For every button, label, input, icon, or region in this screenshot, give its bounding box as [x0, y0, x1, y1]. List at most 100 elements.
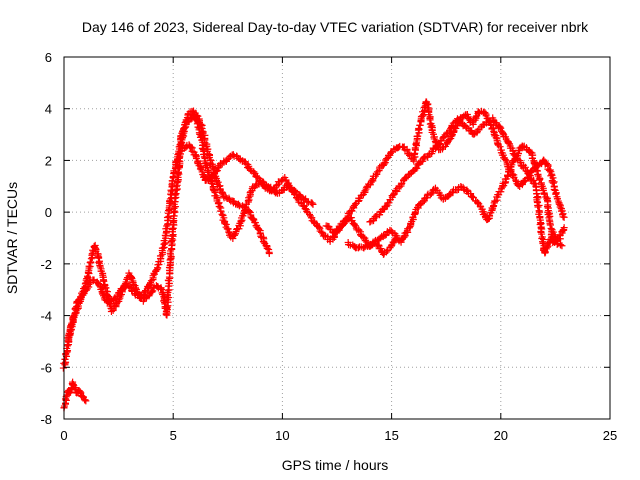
- data-point: [355, 227, 363, 235]
- data-point: [560, 213, 568, 221]
- data-point: [309, 200, 317, 208]
- data-point: [303, 197, 311, 205]
- y-tick-labels: -8 -6 -4 -2 0 2 4 6: [40, 50, 52, 427]
- data-point: [222, 193, 230, 201]
- data-point: [230, 231, 238, 239]
- data-point: [534, 203, 542, 211]
- grid: [64, 57, 610, 419]
- series-track-a: [59, 109, 273, 372]
- y-tick-label: -8: [40, 412, 52, 427]
- series-track-b: [64, 107, 317, 346]
- data-point: [284, 180, 292, 188]
- y-axis-label: SDTVAR / TECUs: [4, 182, 20, 294]
- data-point: [187, 143, 195, 151]
- chart-title: Day 146 of 2023, Sidereal Day-to-day VTE…: [82, 19, 589, 35]
- data-point: [419, 198, 427, 206]
- series-track-c: [180, 141, 400, 258]
- data-point: [511, 176, 519, 184]
- data-point: [560, 224, 568, 232]
- data-point: [427, 190, 435, 198]
- data-point: [160, 297, 168, 305]
- data-point: [226, 196, 234, 204]
- axis-ticks: [63, 56, 611, 420]
- x-tick-label: 5: [170, 428, 177, 443]
- data-point: [146, 280, 154, 288]
- data-point: [250, 168, 258, 176]
- data-point: [558, 242, 566, 250]
- data-point: [416, 121, 424, 129]
- data-point: [255, 225, 263, 233]
- data-point: [265, 250, 273, 258]
- data-point: [381, 232, 389, 240]
- data-point: [172, 183, 180, 191]
- data-point: [496, 123, 504, 131]
- x-tick-label: 25: [603, 428, 617, 443]
- data-point: [545, 239, 553, 247]
- data-point: [318, 228, 326, 236]
- data-point: [266, 186, 274, 194]
- y-tick-label: -2: [40, 257, 52, 272]
- data-point: [148, 288, 156, 296]
- data-point: [246, 188, 254, 196]
- data-point: [246, 166, 254, 174]
- data-point: [196, 165, 204, 173]
- data-point: [360, 244, 368, 252]
- data-point: [525, 171, 533, 179]
- data-point: [362, 236, 370, 244]
- data-point: [492, 134, 500, 142]
- data-point: [217, 207, 225, 215]
- data-point: [157, 252, 165, 260]
- plot-frame: [63, 56, 611, 420]
- data-point: [435, 141, 443, 149]
- data-point: [385, 199, 393, 207]
- data-point: [224, 225, 232, 233]
- data-point: [380, 160, 388, 168]
- data-point: [538, 234, 546, 242]
- data-point: [534, 171, 542, 179]
- y-tick-label: 2: [45, 153, 52, 168]
- data-point: [212, 192, 220, 200]
- data-point: [215, 202, 223, 210]
- data-point: [342, 216, 350, 224]
- data-point: [190, 113, 198, 121]
- x-axis-label: GPS time / hours: [282, 457, 389, 473]
- data-point: [240, 210, 248, 218]
- data-points: [59, 98, 568, 412]
- data-point: [81, 396, 89, 404]
- data-point: [490, 127, 498, 135]
- data-point: [229, 151, 237, 159]
- series-track-d: [322, 98, 568, 237]
- data-point: [61, 355, 69, 363]
- data-point: [315, 223, 323, 231]
- data-point: [87, 258, 95, 266]
- data-point: [221, 220, 229, 228]
- x-tick-label: 15: [384, 428, 398, 443]
- data-point: [308, 199, 316, 207]
- series-track-g: [60, 378, 90, 412]
- data-point: [494, 141, 502, 149]
- x-tick-labels: 0 5 10 15 20 25: [60, 428, 617, 443]
- data-point: [414, 132, 422, 140]
- data-point: [358, 232, 366, 240]
- data-point: [472, 113, 480, 121]
- data-point: [159, 244, 167, 252]
- data-point: [463, 186, 471, 194]
- data-point: [63, 342, 71, 350]
- x-tick-label: 10: [275, 428, 289, 443]
- y-tick-label: 4: [45, 102, 52, 117]
- data-point: [257, 177, 265, 185]
- data-point: [68, 319, 76, 327]
- data-point: [72, 304, 80, 312]
- x-tick-label: 0: [60, 428, 67, 443]
- data-point: [413, 164, 421, 172]
- data-point: [382, 203, 390, 211]
- data-point: [235, 200, 243, 208]
- data-point: [115, 295, 123, 303]
- data-point: [263, 245, 271, 253]
- data-point: [89, 277, 97, 285]
- y-tick-label: -4: [40, 309, 52, 324]
- data-point: [96, 263, 104, 271]
- data-point: [71, 385, 79, 393]
- data-point: [383, 155, 391, 163]
